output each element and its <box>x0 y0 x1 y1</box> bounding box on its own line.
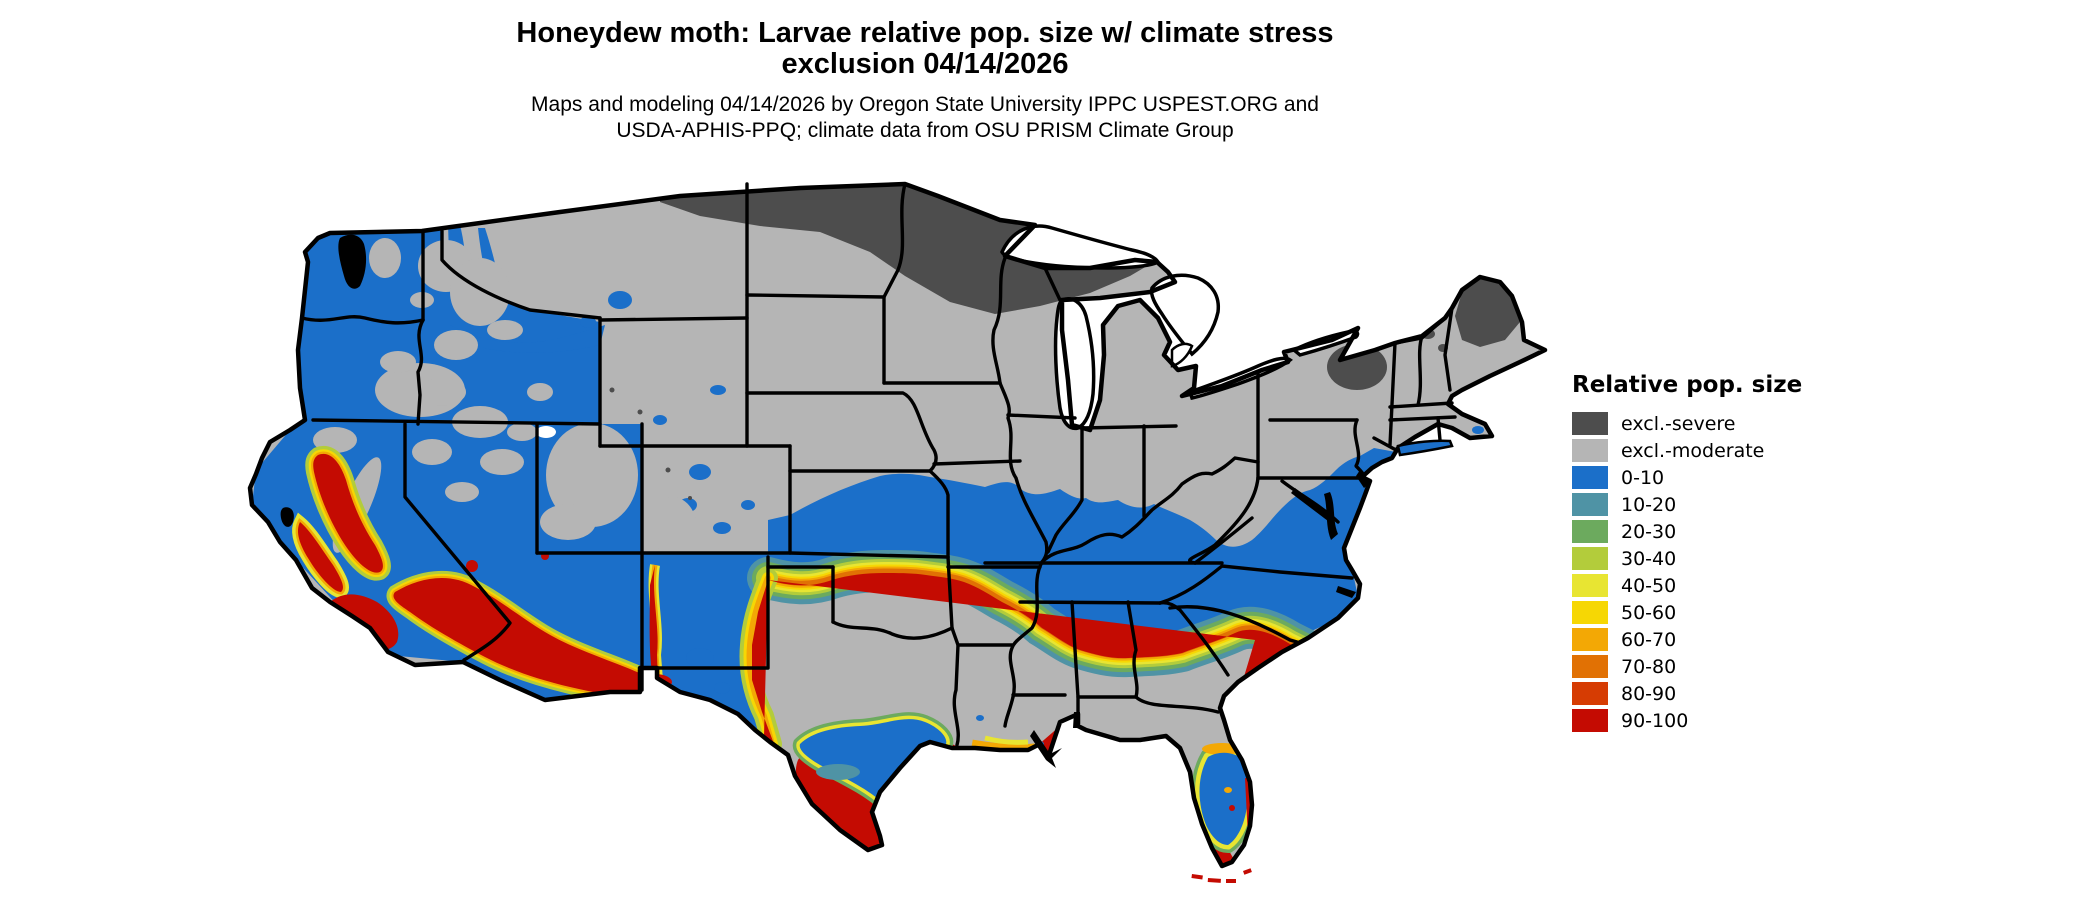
raster-layers <box>250 184 1545 866</box>
legend-swatch <box>1572 439 1608 462</box>
legend-swatch-rect <box>1572 709 1608 732</box>
legend-swatch-rect <box>1572 520 1608 543</box>
legend-item: excl.-moderate <box>1572 439 1832 462</box>
legend-item: 40-50 <box>1572 574 1832 597</box>
map-title-line1: Honeydew moth: Larvae relative pop. size… <box>516 17 1334 49</box>
mississippi-delta <box>1030 730 1062 768</box>
legend-item: 90-100 <box>1572 709 1832 732</box>
legend-swatch <box>1572 493 1608 516</box>
legend-swatch-rect <box>1572 655 1608 678</box>
long-island <box>1396 439 1454 457</box>
puget-sound <box>338 234 367 289</box>
legend-swatch <box>1572 412 1608 435</box>
legend-item: 30-40 <box>1572 547 1832 570</box>
san-francisco-bay <box>280 507 294 527</box>
legend-item-label: 90-100 <box>1621 709 1689 732</box>
legend-item-label: 20-30 <box>1621 520 1677 543</box>
legend-swatch <box>1572 547 1608 570</box>
map-subtitle-line2: USDA-APHIS-PPQ; climate data from OSU PR… <box>616 119 1234 142</box>
legend-item-label: excl.-severe <box>1621 412 1736 435</box>
legend-item: 20-30 <box>1572 520 1832 543</box>
map-subtitle-line1: Maps and modeling 04/14/2026 by Oregon S… <box>531 93 1319 116</box>
legend-item: 50-60 <box>1572 601 1832 624</box>
legend-item: 60-70 <box>1572 628 1832 651</box>
great-salt-lake <box>536 426 556 438</box>
legend-item-label: excl.-moderate <box>1621 439 1765 462</box>
legend-swatch-rect <box>1572 547 1608 570</box>
map-header: Honeydew moth: Larvae relative pop. size… <box>300 18 1550 144</box>
legend-swatch <box>1572 709 1608 732</box>
legend-swatch-rect <box>1572 601 1608 624</box>
legend-swatch-rect <box>1572 628 1608 651</box>
legend-swatch <box>1572 574 1608 597</box>
great-lakes <box>536 224 1360 438</box>
map-legend: Relative pop. size excl.-severe excl.-mo… <box>1572 372 1832 736</box>
legend-swatch <box>1572 655 1608 678</box>
legend-swatch-rect <box>1572 574 1608 597</box>
florida-keys <box>1191 868 1252 883</box>
legend-item-label: 0-10 <box>1621 466 1665 489</box>
legend-swatch-rect <box>1572 682 1608 705</box>
legend-swatch-rect <box>1572 466 1608 489</box>
legend-item-label: 70-80 <box>1621 655 1677 678</box>
lake-huron <box>1149 273 1221 357</box>
legend-item-label: 30-40 <box>1621 547 1677 570</box>
legend-item: 10-20 <box>1572 493 1832 516</box>
legend-swatch <box>1572 601 1608 624</box>
legend-item-label: 80-90 <box>1621 682 1677 705</box>
legend-swatch <box>1572 682 1608 705</box>
map-subtitle: Maps and modeling 04/14/2026 by Oregon S… <box>300 92 1550 144</box>
legend-swatch-rect <box>1572 493 1608 516</box>
legend-swatch-rect <box>1572 439 1608 462</box>
legend-swatch-rect <box>1572 412 1608 435</box>
map-title-line2: exclusion 04/14/2026 <box>781 48 1069 80</box>
legend-title: Relative pop. size <box>1572 372 1803 398</box>
legend-swatch <box>1572 628 1608 651</box>
legend-item: 70-80 <box>1572 655 1832 678</box>
legend-item: excl.-severe <box>1572 412 1832 435</box>
legend-item: 0-10 <box>1572 466 1832 489</box>
map-title: Honeydew moth: Larvae relative pop. size… <box>300 18 1550 80</box>
legend-swatch <box>1572 520 1608 543</box>
legend-items: excl.-severe excl.-moderate 0-10 10-20 2… <box>1572 412 1832 732</box>
legend-item-label: 60-70 <box>1621 628 1677 651</box>
legend-item-label: 40-50 <box>1621 574 1677 597</box>
nc-sounds <box>1336 586 1356 598</box>
legend-item-label: 10-20 <box>1621 493 1677 516</box>
legend-item: 80-90 <box>1572 682 1832 705</box>
legend-item-label: 50-60 <box>1621 601 1677 624</box>
saginaw-bay <box>1170 342 1194 368</box>
legend-swatch <box>1572 466 1608 489</box>
